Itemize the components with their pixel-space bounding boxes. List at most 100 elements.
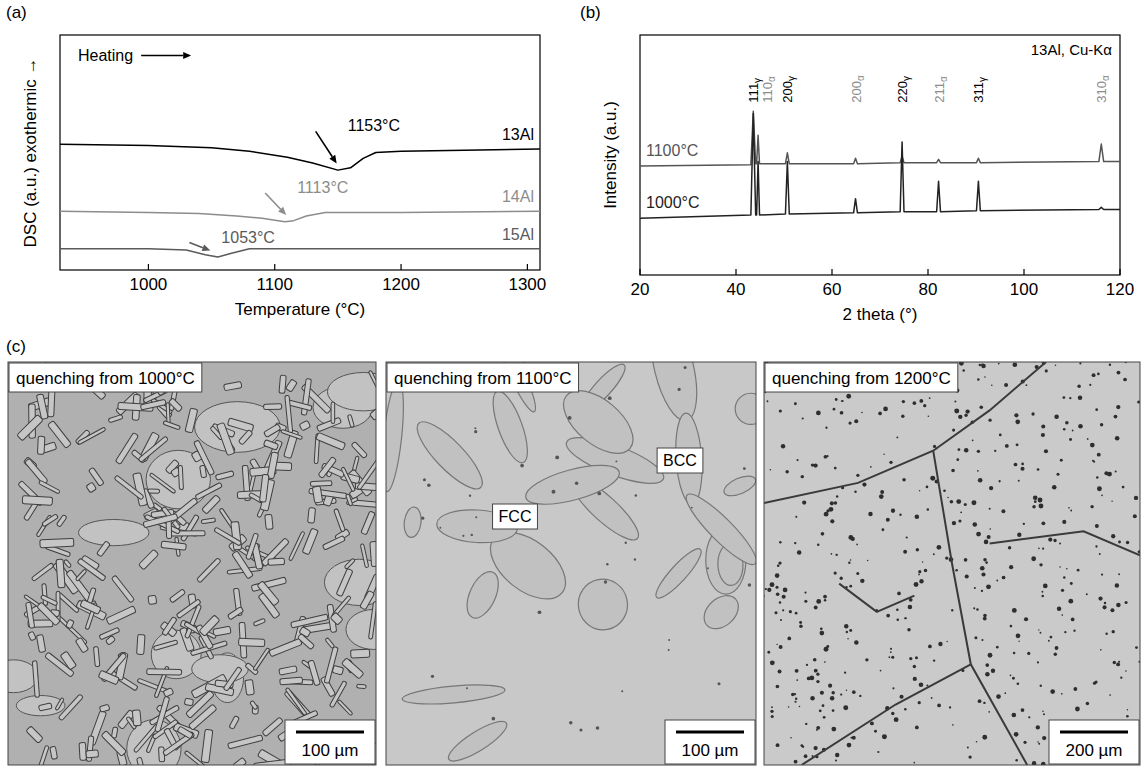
lath (280, 677, 303, 685)
lath (265, 514, 273, 529)
particle (950, 500, 954, 504)
particle (767, 588, 771, 592)
particle (691, 507, 693, 509)
particle (1005, 444, 1009, 448)
lath (357, 459, 376, 490)
particle (785, 470, 788, 473)
particle (1070, 582, 1073, 585)
lath (316, 432, 346, 450)
particle (847, 638, 849, 640)
particle (952, 521, 956, 525)
particle (1004, 692, 1006, 694)
lath (267, 452, 278, 479)
annotation-arrow (189, 243, 210, 251)
image-frame (386, 362, 756, 765)
particle (817, 543, 819, 545)
micrograph-image (764, 362, 1140, 765)
particle (604, 580, 607, 583)
peak-hkl: 220 (895, 81, 910, 103)
particle (1116, 405, 1120, 409)
lath (229, 716, 240, 730)
particle (991, 384, 993, 386)
particle (931, 697, 933, 699)
x-tick-label: 120 (1106, 280, 1134, 299)
particle (1037, 741, 1039, 743)
particle (988, 711, 990, 713)
particle (1042, 710, 1044, 712)
particle (919, 490, 920, 491)
grain (486, 387, 534, 466)
particle (1012, 713, 1017, 718)
particle (1054, 652, 1057, 655)
particle (1055, 364, 1056, 365)
particle (782, 595, 786, 599)
series-line (60, 144, 540, 170)
particle (1053, 539, 1056, 542)
particle (1050, 636, 1053, 639)
particle (964, 558, 968, 562)
arrow-head (183, 52, 191, 59)
particle (794, 701, 796, 703)
x-axis-title: 2 theta (°) (843, 305, 918, 324)
lath (31, 563, 54, 582)
particle (846, 690, 847, 691)
particle (929, 397, 931, 399)
peak-label: 200α (849, 75, 866, 103)
particle (928, 415, 930, 417)
particle (945, 556, 948, 559)
particle (989, 528, 991, 530)
particle (979, 405, 983, 409)
particle (976, 741, 978, 743)
particle (1016, 443, 1019, 446)
particle (1024, 617, 1028, 621)
particle (1056, 473, 1059, 476)
micrograph-panel: (c)quenching from 1000°C100 µmquenching … (0, 310, 1141, 772)
image-frame (8, 362, 376, 765)
particle (1116, 603, 1121, 608)
lath (147, 669, 182, 675)
particle (1090, 443, 1095, 448)
particle (1055, 646, 1059, 650)
particle (924, 569, 927, 572)
particle (977, 470, 979, 472)
particle (994, 450, 996, 452)
particle (608, 396, 612, 400)
particle (824, 661, 826, 663)
particle (828, 684, 832, 688)
particle (915, 514, 920, 519)
particle (840, 577, 843, 580)
particle (965, 409, 969, 413)
lath (341, 658, 364, 679)
lath (137, 757, 145, 765)
particle (830, 519, 834, 523)
lath (153, 640, 178, 651)
particle (1072, 430, 1074, 432)
x-tick-label: 60 (823, 280, 842, 299)
particle (892, 687, 894, 689)
particle (972, 522, 977, 527)
lath (285, 687, 307, 715)
lath (111, 575, 134, 603)
lath (318, 457, 337, 479)
particle (1123, 378, 1127, 382)
particle (794, 760, 798, 764)
lath (275, 462, 292, 471)
lath (257, 581, 279, 606)
arrow-shaft (141, 55, 183, 57)
x-tick (148, 264, 149, 270)
particle (795, 516, 797, 518)
particle (1092, 373, 1096, 377)
peak-hkl: 310 (1094, 81, 1109, 103)
particle (867, 560, 868, 561)
particle (1038, 499, 1041, 502)
grain (146, 450, 210, 508)
particle (899, 514, 901, 516)
particle (820, 628, 823, 631)
particle (1087, 438, 1089, 440)
particle (779, 645, 783, 649)
particle (1023, 523, 1025, 525)
chart-panel: (b)204060801001202 theta (°)Intensity (a… (580, 3, 1134, 324)
lath (114, 475, 144, 500)
particle (1061, 589, 1064, 592)
lath (38, 703, 52, 711)
